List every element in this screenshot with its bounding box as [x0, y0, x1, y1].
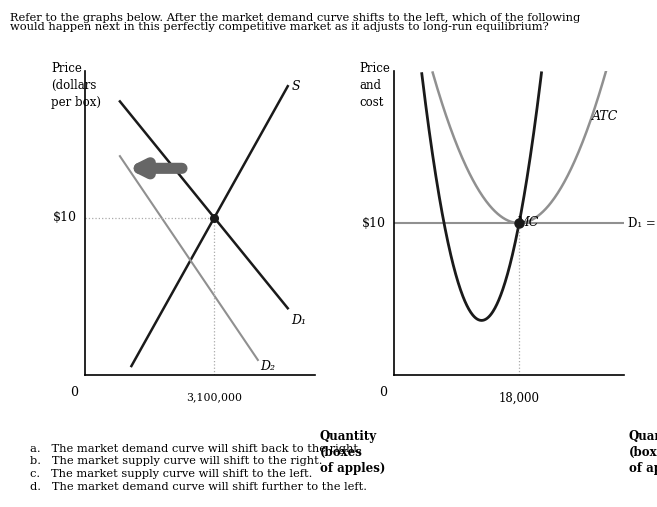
Text: d.   The market demand curve will shift further to the left.: d. The market demand curve will shift fu…	[30, 482, 367, 492]
Text: would happen next in this perfectly competitive market as it adjusts to long-run: would happen next in this perfectly comp…	[10, 22, 549, 32]
Text: D₁: D₁	[291, 314, 306, 327]
Text: c.   The market supply curve will shift to the left.: c. The market supply curve will shift to…	[30, 469, 312, 479]
Text: 0: 0	[379, 386, 387, 399]
Text: Quantity
(boxes
of apples): Quantity (boxes of apples)	[320, 430, 386, 475]
Text: $10: $10	[53, 211, 78, 224]
Text: 18,000: 18,000	[499, 392, 539, 405]
Text: $10: $10	[362, 216, 386, 230]
Text: D₂: D₂	[260, 359, 275, 373]
Text: Price
(dollars
per box): Price (dollars per box)	[51, 62, 101, 109]
Text: Quantity
(boxes
of apples): Quantity (boxes of apples)	[629, 430, 657, 475]
Text: Refer to the graphs below. After the market demand curve shifts to the left, whi: Refer to the graphs below. After the mar…	[10, 13, 580, 23]
Text: D₁ = MR₁: D₁ = MR₁	[627, 216, 657, 230]
Text: a.   The market demand curve will shift back to the right.: a. The market demand curve will shift ba…	[30, 444, 361, 454]
Text: MC: MC	[516, 216, 539, 229]
Text: S: S	[291, 80, 300, 93]
Text: b.   The market supply curve will shift to the right.: b. The market supply curve will shift to…	[30, 456, 322, 466]
Text: ATC: ATC	[592, 110, 618, 123]
Text: Price
and
cost: Price and cost	[360, 62, 390, 109]
Text: 0: 0	[70, 386, 79, 399]
Text: 3,100,000: 3,100,000	[187, 392, 242, 402]
